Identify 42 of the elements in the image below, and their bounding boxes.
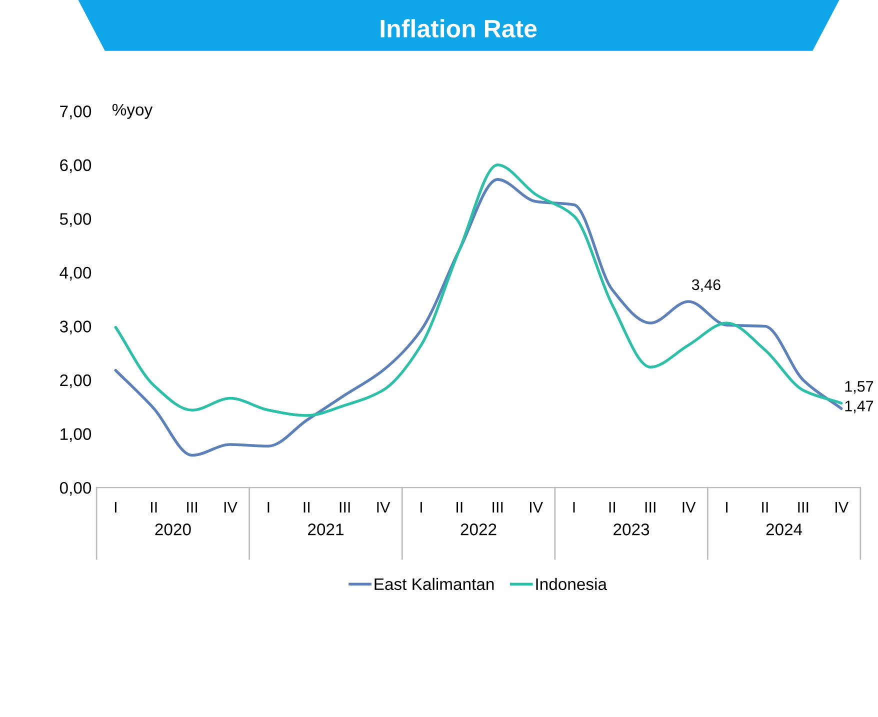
x-tick-label: I (573, 502, 575, 513)
x-tick-label: III (492, 502, 503, 513)
y-tick-label: 4,00 (60, 266, 92, 281)
legend-label: East Kalimantan (374, 578, 494, 590)
x-tick-label: I (420, 502, 422, 513)
data-label: 1,47 (845, 400, 874, 414)
chart-title: Inflation Rate (380, 19, 537, 38)
x-tick-label: I (726, 502, 728, 513)
y-tick-label: 5,00 (60, 213, 92, 227)
x-tick-label: III (340, 502, 350, 513)
text: 2020 (155, 524, 191, 536)
text: 2021 (308, 524, 344, 536)
y-tick-label: 6,00 (60, 159, 92, 174)
line-series (114, 164, 843, 417)
x-tick-label: IV (836, 502, 848, 513)
y-tick-label: 1,00 (60, 428, 92, 442)
x-tick-label: I (268, 502, 270, 513)
data-label: 1,57 (845, 381, 874, 394)
y-axis-title: %yoy (112, 104, 153, 119)
x-tick-label: I (114, 502, 116, 513)
x-tick-label: II (762, 502, 768, 513)
x-tick-label: IV (224, 502, 238, 513)
x-tick-label: III (187, 502, 198, 513)
x-tick-label: IV (682, 502, 696, 513)
x-tick-label: II (456, 502, 462, 513)
y-tick-label: 0,00 (60, 482, 92, 496)
x-tick-label: II (304, 502, 310, 513)
text: 2022 (460, 524, 496, 536)
x-tick-label: III (645, 502, 656, 513)
x-tick-label: III (798, 502, 808, 513)
text: 2023 (614, 524, 650, 536)
text: 2024 (766, 524, 802, 536)
x-tick-label: II (609, 502, 616, 513)
legend-label: Indonesia (536, 578, 607, 590)
x-tick-label: IV (530, 502, 543, 513)
y-tick-label: 7,00 (60, 106, 92, 120)
x-tick-label: II (151, 502, 157, 513)
y-tick-label: 2,00 (60, 374, 92, 388)
data-label: 3,46 (692, 279, 720, 292)
line-series (114, 178, 843, 457)
x-tick-label: IV (377, 502, 390, 513)
y-tick-label: 3,00 (60, 320, 92, 334)
